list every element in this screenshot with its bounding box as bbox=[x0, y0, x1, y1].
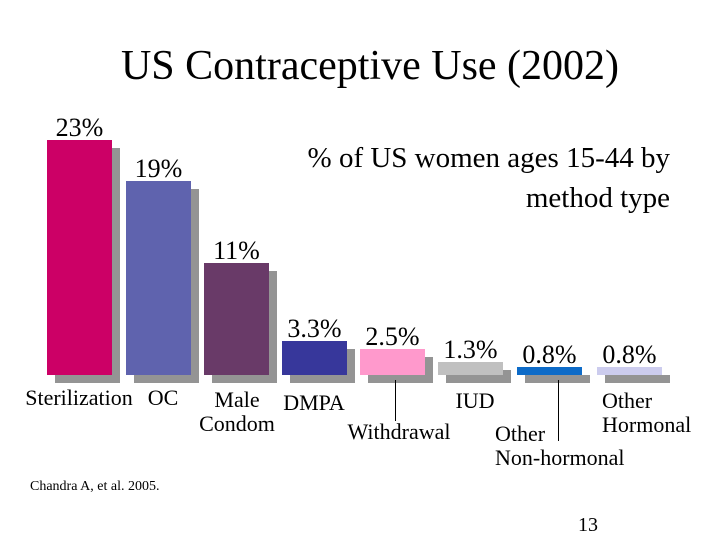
bar-value-label: 19% bbox=[134, 154, 183, 183]
category-label: Withdrawal bbox=[347, 419, 451, 444]
bar-dmpa bbox=[282, 341, 347, 375]
bar-value-label: 1.3% bbox=[443, 335, 498, 364]
bar-iud bbox=[438, 362, 503, 375]
page-number: 13 bbox=[578, 514, 598, 536]
leader-line-other-non-hormonal bbox=[558, 380, 559, 441]
bar-sterilization bbox=[47, 140, 112, 375]
bar-withdrawal bbox=[360, 349, 425, 375]
category-label: OC bbox=[147, 385, 179, 410]
bar-oc bbox=[126, 181, 191, 375]
chart-subtitle-line-1: % of US women ages 15-44 by bbox=[307, 142, 670, 174]
bar-value-label: 23% bbox=[55, 113, 104, 142]
citation: Chandra A, et al. 2005. bbox=[30, 479, 160, 494]
bar-other-hormonal bbox=[597, 367, 662, 375]
category-label: IUD bbox=[455, 388, 495, 413]
category-label: DMPA bbox=[283, 390, 345, 415]
bar-value-label: 0.8% bbox=[602, 340, 657, 369]
bar-other-non-hormonal bbox=[517, 367, 582, 375]
category-label: Other Hormonal bbox=[602, 388, 692, 437]
leader-line-withdrawal bbox=[395, 380, 396, 421]
bar-value-label: 11% bbox=[213, 236, 260, 265]
bar-value-label: 3.3% bbox=[287, 314, 342, 343]
chart-subtitle-line-2: method type bbox=[525, 182, 670, 214]
category-label: Sterilization bbox=[25, 385, 133, 410]
category-label: Male Condom bbox=[199, 387, 275, 436]
bar-value-label: 2.5% bbox=[365, 322, 420, 351]
bar-value-label: 0.8% bbox=[522, 340, 577, 369]
category-label: Other Non-hormonal bbox=[495, 421, 625, 470]
chart-subtitle: % of US women ages 15-44 by method type bbox=[210, 138, 670, 218]
bar-male-condom bbox=[204, 263, 269, 375]
slide-title: US Contraceptive Use (2002) bbox=[120, 43, 620, 89]
